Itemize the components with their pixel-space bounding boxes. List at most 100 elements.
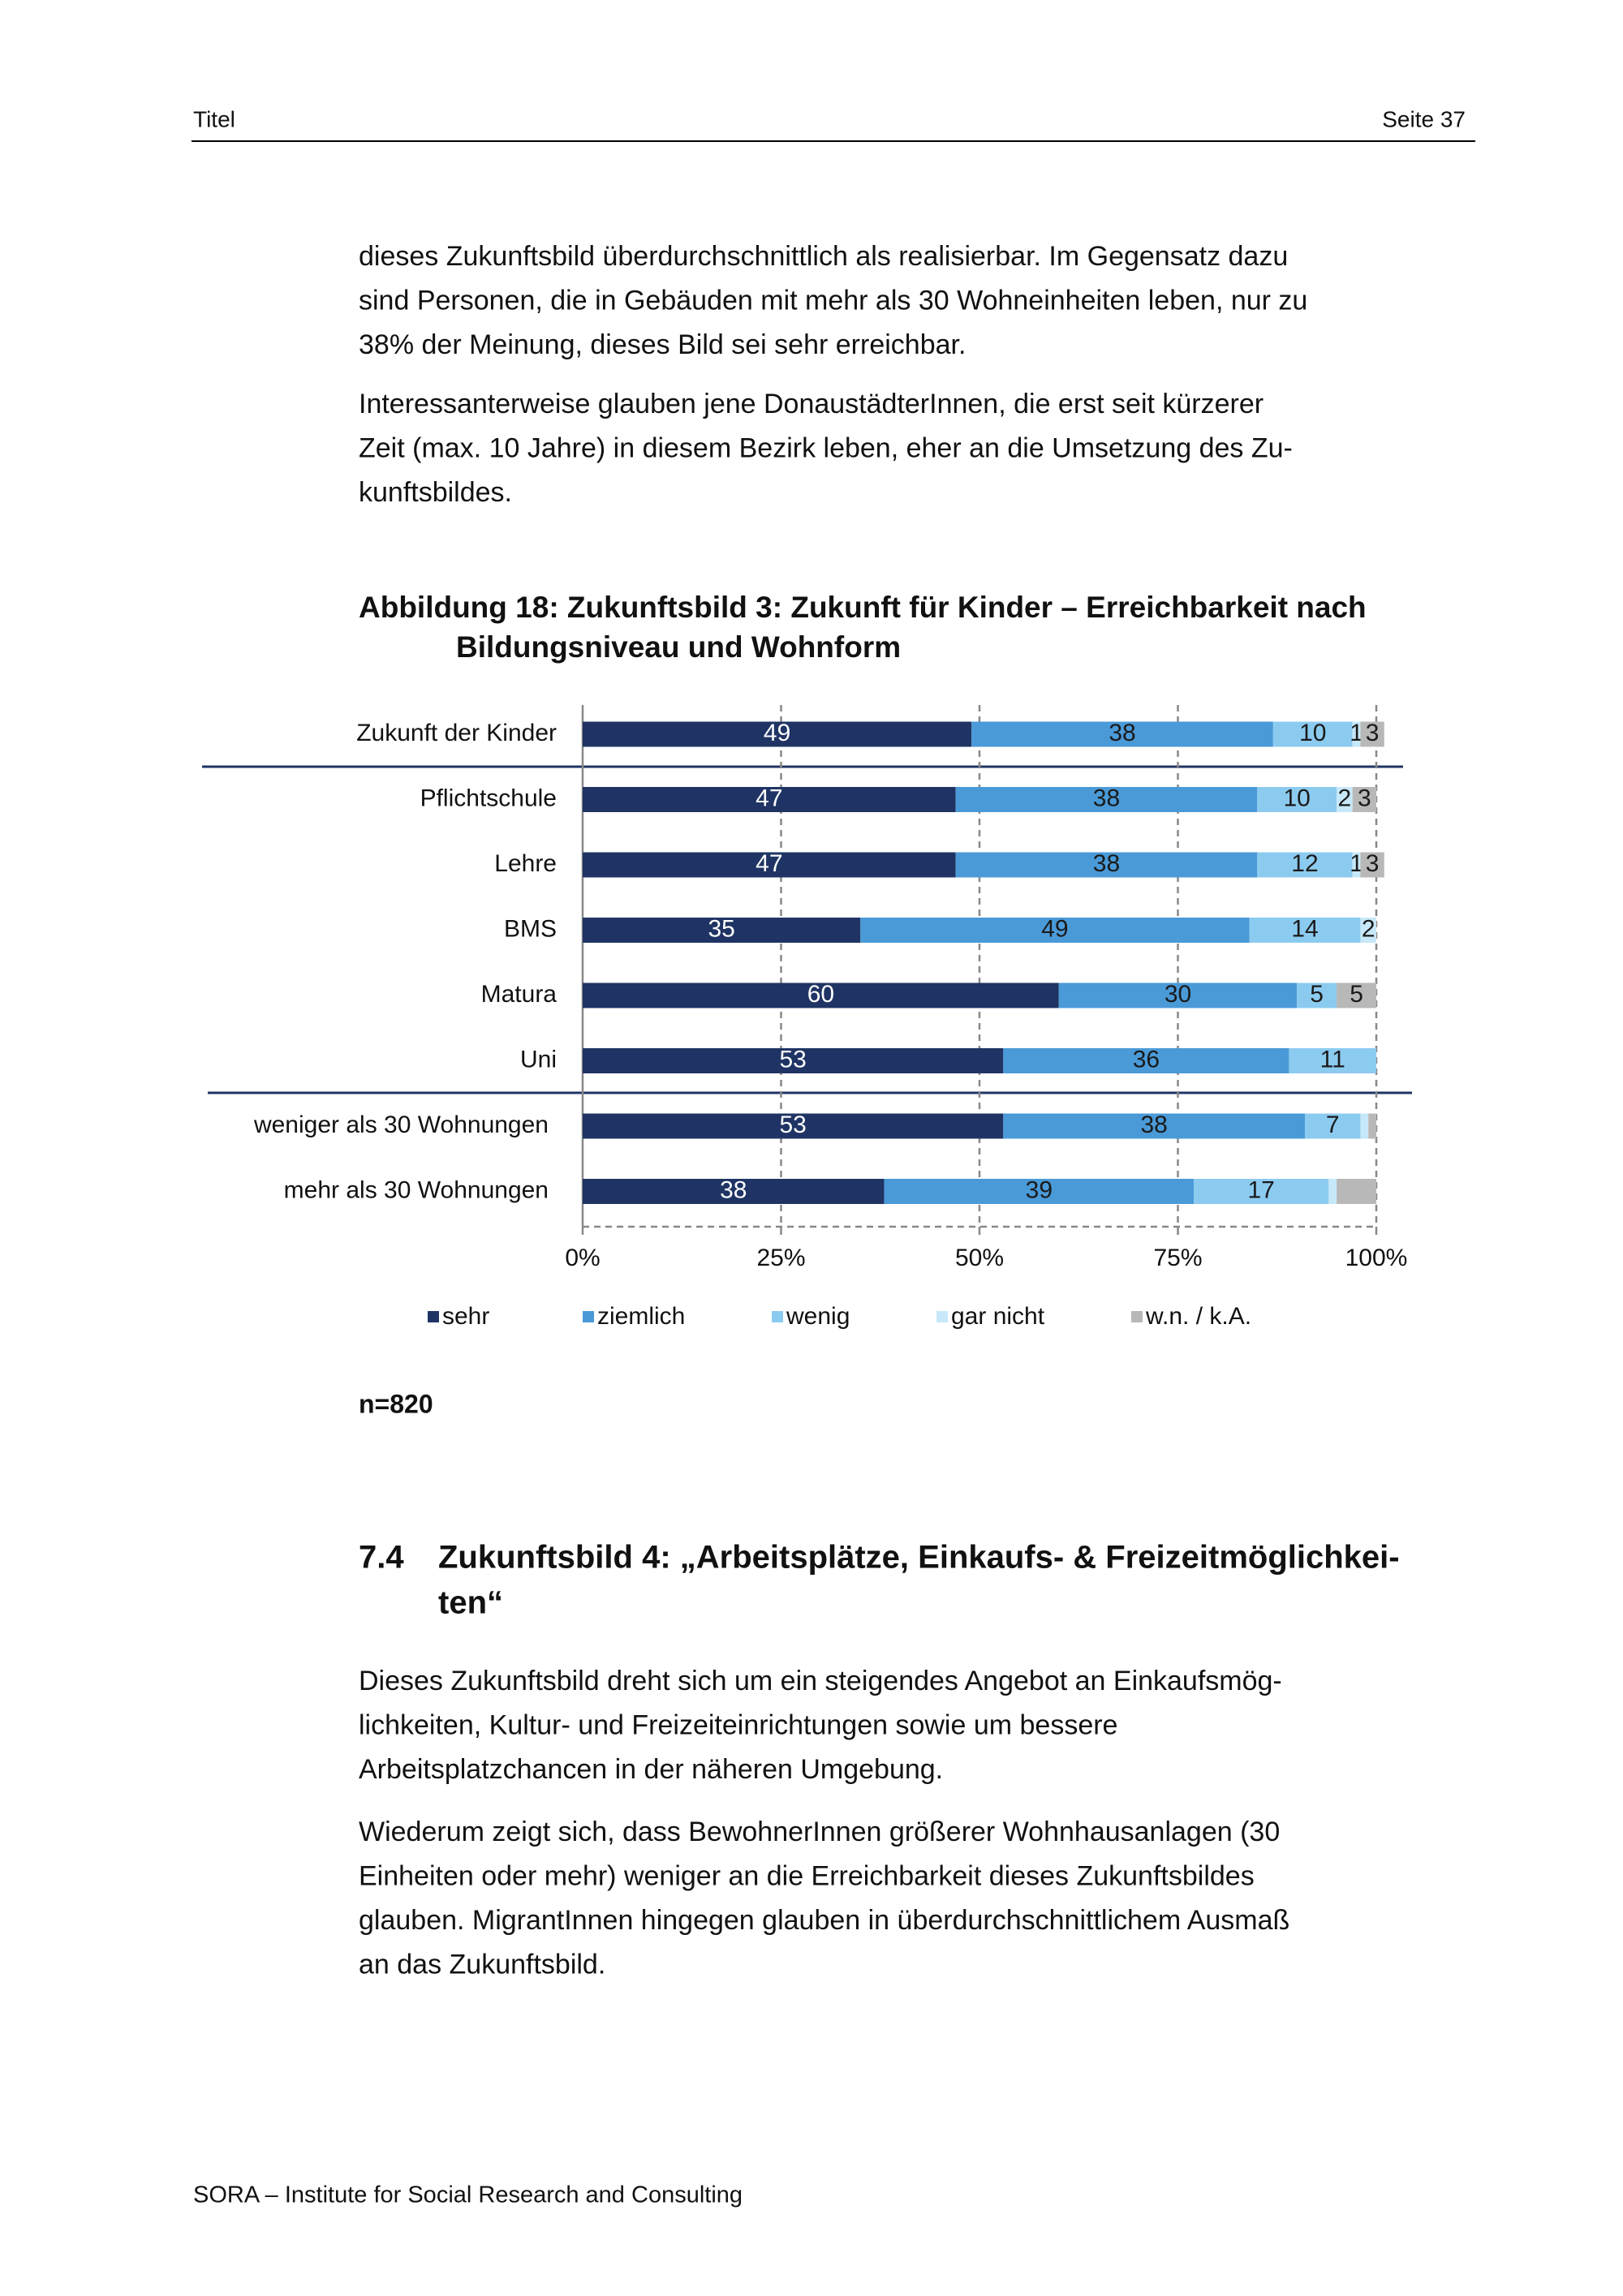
bar-segment bbox=[1304, 1113, 1361, 1139]
data-label: 38 bbox=[1093, 850, 1120, 877]
bar-segment bbox=[583, 1048, 1004, 1073]
data-label: 2 bbox=[1362, 915, 1375, 942]
data-label: 11 bbox=[1320, 1046, 1345, 1073]
bar-segment bbox=[1360, 918, 1376, 943]
section-title: Zukunftsbild 4: „Arbeitsplätze, Einkaufs… bbox=[438, 1540, 1400, 1576]
legend-swatch bbox=[1131, 1311, 1143, 1322]
category-label: weniger als 30 Wohnungen bbox=[253, 1111, 549, 1138]
category-label: Uni bbox=[520, 1046, 557, 1073]
x-tick-label: 75% bbox=[1153, 1245, 1202, 1271]
body-text: kunftsbildes. bbox=[359, 477, 512, 508]
body-text: Arbeitsplatzchancen in der näheren Umgeb… bbox=[359, 1754, 943, 1785]
header-right: Seite 37 bbox=[1382, 106, 1466, 131]
data-label: 17 bbox=[1248, 1176, 1275, 1203]
data-label: 35 bbox=[708, 915, 734, 942]
data-label: 36 bbox=[1133, 1046, 1160, 1073]
body-text: lichkeiten, Kultur- und Freizeiteinricht… bbox=[359, 1709, 1117, 1740]
bar-segment bbox=[1352, 787, 1376, 812]
data-label: 10 bbox=[1284, 785, 1311, 811]
legend-label: ziemlich bbox=[597, 1303, 685, 1330]
bar-segment bbox=[1297, 982, 1337, 1008]
body-text: Wiederum zeigt sich, dass BewohnerInnen … bbox=[359, 1817, 1280, 1847]
legend-label: sehr bbox=[442, 1303, 489, 1330]
data-label: 1 bbox=[1350, 850, 1363, 877]
bar-segment bbox=[955, 787, 1258, 812]
data-label: 5 bbox=[1350, 981, 1363, 1008]
body-text: Interessanterweise glauben jene Donaustä… bbox=[359, 389, 1264, 419]
data-label: 38 bbox=[720, 1176, 747, 1203]
body-text: an das Zukunftsbild. bbox=[359, 1949, 605, 1980]
bar-segment bbox=[860, 918, 1250, 943]
data-label: 30 bbox=[1165, 981, 1191, 1008]
category-label: mehr als 30 Wohnungen bbox=[284, 1176, 549, 1203]
x-tick-label: 0% bbox=[565, 1245, 600, 1271]
legend-label: gar nicht bbox=[951, 1303, 1045, 1330]
x-tick-label: 100% bbox=[1345, 1245, 1408, 1271]
data-label: 39 bbox=[1026, 1176, 1053, 1203]
bar-segment bbox=[1352, 852, 1361, 878]
figure-note: n=820 bbox=[359, 1389, 433, 1418]
bar-segment bbox=[884, 1179, 1195, 1204]
bar-segment bbox=[1272, 721, 1353, 747]
data-label: 3 bbox=[1358, 785, 1371, 811]
bar-segment bbox=[1257, 852, 1353, 878]
bar-segment bbox=[1360, 721, 1384, 747]
bar-segment bbox=[1360, 852, 1384, 878]
category-label: Zukunft der Kinder bbox=[356, 720, 557, 746]
bar-segment bbox=[1003, 1048, 1289, 1073]
data-label: 53 bbox=[779, 1111, 806, 1138]
data-label: 10 bbox=[1299, 720, 1326, 746]
bar-segment bbox=[583, 852, 956, 878]
data-label: 49 bbox=[764, 720, 790, 746]
bar-segment bbox=[583, 918, 861, 943]
body-text: dieses Zukunftsbild überdurchschnittlich… bbox=[359, 241, 1288, 272]
body-text: Zeit (max. 10 Jahre) in diesem Bezirk le… bbox=[359, 432, 1293, 463]
data-label: 47 bbox=[756, 785, 782, 811]
data-label: 3 bbox=[1366, 850, 1380, 877]
x-tick-label: 50% bbox=[955, 1245, 1004, 1271]
data-label: 7 bbox=[1326, 1111, 1340, 1138]
figure-caption: Bildungsniveau und Wohnform bbox=[456, 630, 901, 664]
data-label: 1 bbox=[1350, 720, 1363, 746]
bar-segment bbox=[583, 1113, 1004, 1139]
figure-caption: Abbildung 18: Zukunftsbild 3: Zukunft fü… bbox=[359, 591, 1367, 624]
bar-segment bbox=[1328, 1179, 1337, 1204]
data-label: 5 bbox=[1310, 981, 1324, 1008]
bar-segment bbox=[1257, 787, 1337, 812]
bar-segment bbox=[1194, 1179, 1329, 1204]
bar-segment bbox=[1337, 982, 1376, 1008]
bar-segment bbox=[1003, 1113, 1305, 1139]
bar-segment bbox=[1289, 1048, 1376, 1073]
bar-segment bbox=[1368, 1113, 1376, 1139]
bar-segment bbox=[1058, 982, 1298, 1008]
section-number: 7.4 bbox=[359, 1540, 404, 1576]
bar-segment bbox=[1352, 721, 1361, 747]
body-text: Einheiten oder mehr) weniger an die Erre… bbox=[359, 1860, 1255, 1891]
bar-segment bbox=[1337, 787, 1353, 812]
body-text: 38% der Meinung, dieses Bild sei sehr er… bbox=[359, 329, 966, 360]
bar-segment bbox=[1337, 1179, 1376, 1204]
category-label: BMS bbox=[504, 915, 557, 942]
category-label: Matura bbox=[481, 981, 558, 1008]
body-text: Dieses Zukunftsbild dreht sich um ein st… bbox=[359, 1666, 1282, 1696]
bar-segment bbox=[955, 852, 1258, 878]
data-label: 3 bbox=[1366, 720, 1380, 746]
bar-segment bbox=[583, 1179, 885, 1204]
legend-swatch bbox=[936, 1311, 948, 1322]
footer: SORA – Institute for Social Research and… bbox=[193, 2182, 743, 2208]
legend-swatch bbox=[583, 1311, 594, 1322]
legend-swatch bbox=[428, 1311, 439, 1322]
data-label: 38 bbox=[1109, 720, 1135, 746]
data-label: 47 bbox=[756, 850, 782, 877]
bar-segment bbox=[971, 721, 1273, 747]
data-label: 38 bbox=[1093, 785, 1120, 811]
data-label: 14 bbox=[1291, 915, 1318, 942]
bar-segment bbox=[583, 982, 1059, 1008]
bar-segment bbox=[583, 787, 956, 812]
body-text: sind Personen, die in Gebäuden mit mehr … bbox=[359, 285, 1307, 316]
bar-segment bbox=[1360, 1113, 1369, 1139]
data-label: 49 bbox=[1041, 915, 1068, 942]
data-label: 60 bbox=[807, 981, 834, 1008]
data-label: 2 bbox=[1338, 785, 1352, 811]
legend-label: wenig bbox=[786, 1303, 850, 1330]
